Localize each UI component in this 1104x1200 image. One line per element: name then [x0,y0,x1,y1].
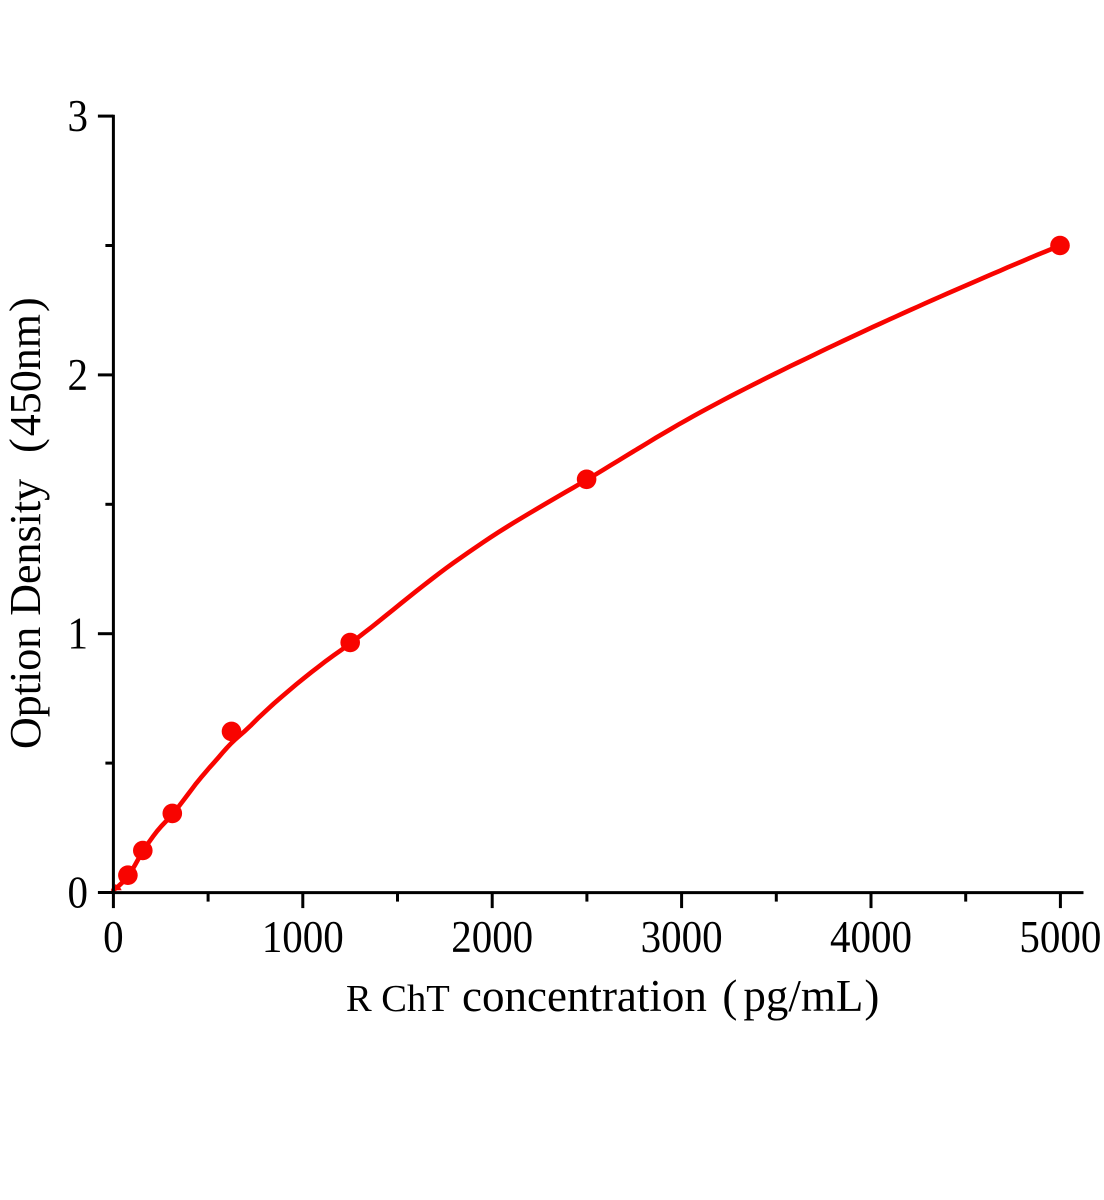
svg-text:4000: 4000 [830,913,912,962]
svg-text:3: 3 [68,92,88,141]
svg-text:1: 1 [68,610,88,659]
svg-text:2: 2 [68,351,88,400]
svg-text:2000: 2000 [451,913,533,962]
svg-text:3000: 3000 [641,913,723,962]
svg-text:0: 0 [103,913,123,962]
svg-text:R ChT concentration(pg/mL): R ChT concentration(pg/mL) [346,971,879,1021]
svg-text:5000: 5000 [1019,913,1101,962]
svg-text:1000: 1000 [262,913,344,962]
svg-text:0: 0 [68,869,88,918]
svg-text:Option Density(450nm): Option Density(450nm) [1,297,50,749]
